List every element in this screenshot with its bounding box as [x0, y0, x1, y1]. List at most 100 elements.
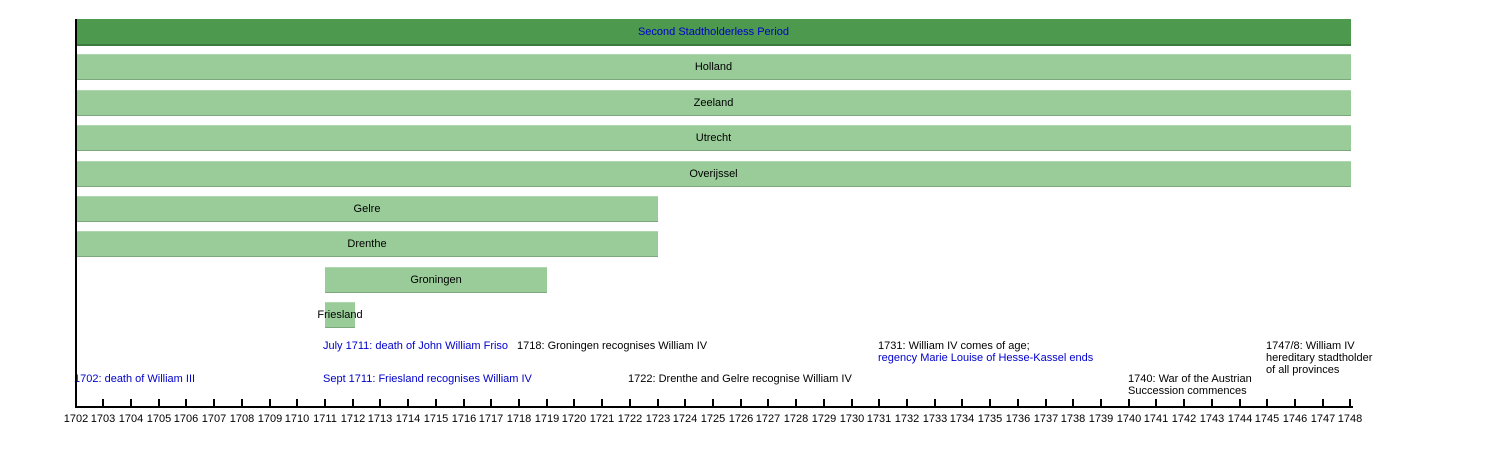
annotation-1722-drenthe-and-gelre-recognise-william-iv-line-1: 1722: Drenthe and Gelre recognise Willia…: [628, 373, 852, 385]
axis-tick-1704: [130, 399, 132, 406]
axis-year-label-1732: 1732: [894, 413, 920, 425]
axis-year-label-1709: 1709: [257, 413, 283, 425]
axis-tick-1723: [657, 399, 659, 406]
annotation-1718-groningen-recognises-william-iv: 1718: Groningen recognises William IV: [517, 340, 707, 352]
axis-tick-1733: [934, 399, 936, 406]
axis-tick-1712: [352, 399, 354, 406]
axis-tick-1728: [795, 399, 797, 406]
axis-tick-1719: [546, 399, 548, 406]
annotation-sept-1711-friesland-recognises-william-iv-line-1[interactable]: Sept 1711: Friesland recognises William …: [323, 373, 532, 385]
axis-tick-1734: [961, 399, 963, 406]
annotation-sept-1711-friesland-recognises-william-iv: Sept 1711: Friesland recognises William …: [323, 373, 532, 385]
timeline-bar-groningen: Groningen: [325, 267, 547, 293]
axis-year-label-1740: 1740: [1116, 413, 1142, 425]
axis-tick-1718: [518, 399, 520, 406]
axis-tick-1748: [1349, 399, 1351, 406]
axis-year-label-1719: 1719: [534, 413, 560, 425]
axis-tick-1708: [241, 399, 243, 406]
axis-year-label-1710: 1710: [284, 413, 310, 425]
axis-tick-1705: [158, 399, 160, 406]
axis-tick-1743: [1211, 399, 1213, 406]
timeline-bar-zeeland: Zeeland: [76, 90, 1351, 116]
bar-label-overijssel: Overijssel: [689, 167, 738, 180]
axis-tick-1731: [878, 399, 880, 406]
axis-year-label-1735: 1735: [977, 413, 1003, 425]
annotation-1731-william-iv-comes-of-age-line-2[interactable]: regency Marie Louise of Hesse-Kassel end…: [878, 352, 1094, 364]
annotation-1747-8-william-iv-hereditary-stadtholder-line-2: hereditary stadtholder: [1266, 352, 1373, 364]
axis-tick-1716: [463, 399, 465, 406]
axis-tick-1707: [213, 399, 215, 406]
annotation-1702-death-of-william-iii-line-1[interactable]: 1702: death of William III: [74, 373, 196, 385]
axis-tick-1721: [601, 399, 603, 406]
annotation-1740-war-of-the-austrian-succession-commences-line-2: Succession commences: [1128, 385, 1247, 397]
axis-year-label-1706: 1706: [173, 413, 199, 425]
timeline-bar-utrecht: Utrecht: [76, 125, 1351, 151]
axis-tick-1742: [1183, 399, 1185, 406]
axis-year-label-1745: 1745: [1254, 413, 1280, 425]
axis-year-label-1737: 1737: [1033, 413, 1059, 425]
axis-year-label-1729: 1729: [811, 413, 837, 425]
axis-year-label-1726: 1726: [728, 413, 754, 425]
axis-year-label-1715: 1715: [423, 413, 449, 425]
axis-year-label-1725: 1725: [700, 413, 726, 425]
axis-tick-1713: [379, 399, 381, 406]
axis-tick-1739: [1100, 399, 1102, 406]
axis-tick-1738: [1072, 399, 1074, 406]
axis-tick-1724: [684, 399, 686, 406]
axis-year-label-1718: 1718: [506, 413, 532, 425]
annotation-july-1711-death-of-john-william-friso-line-1[interactable]: July 1711: death of John William Friso: [323, 340, 509, 352]
axis-year-label-1728: 1728: [783, 413, 809, 425]
axis-year-label-1713: 1713: [367, 413, 393, 425]
axis-year-label-1704: 1704: [118, 413, 144, 425]
axis-year-label-1742: 1742: [1171, 413, 1197, 425]
bar-label-utrecht: Utrecht: [695, 131, 732, 144]
axis-year-label-1733: 1733: [922, 413, 948, 425]
axis-tick-1729: [823, 399, 825, 406]
axis-year-label-1723: 1723: [645, 413, 671, 425]
axis-tick-1735: [989, 399, 991, 406]
axis-tick-1741: [1155, 399, 1157, 406]
chart-left-border: [75, 19, 77, 406]
axis-tick-1725: [712, 399, 714, 406]
axis-tick-1727: [767, 399, 769, 406]
axis-year-label-1738: 1738: [1060, 413, 1086, 425]
bar-label-holland: Holland: [694, 60, 733, 73]
axis-tick-1711: [324, 399, 326, 406]
axis-tick-1710: [296, 399, 298, 406]
axis-year-label-1703: 1703: [90, 413, 116, 425]
axis-year-label-1736: 1736: [1005, 413, 1031, 425]
timeline-bar-gelre: Gelre: [76, 196, 658, 222]
axis-year-label-1743: 1743: [1199, 413, 1225, 425]
axis-year-label-1739: 1739: [1088, 413, 1114, 425]
bar-label-friesland: Friesland: [317, 308, 363, 321]
axis-tick-1726: [740, 399, 742, 406]
axis-year-label-1746: 1746: [1282, 413, 1308, 425]
axis-year-label-1721: 1721: [589, 413, 615, 425]
timeline-bar-second-stadtholderless-period: Second Stadtholderless Period: [76, 19, 1351, 46]
axis-year-label-1716: 1716: [451, 413, 477, 425]
axis-year-label-1741: 1741: [1143, 413, 1169, 425]
annotation-1731-william-iv-comes-of-age: 1731: William IV comes of age; regency Ma…: [878, 340, 1093, 364]
axis-year-label-1711: 1711: [313, 413, 337, 425]
axis-year-label-1702: 1702: [63, 413, 89, 425]
axis-year-label-1724: 1724: [672, 413, 698, 425]
annotation-july-1711-death-of-john-william-friso: July 1711: death of John William Friso: [323, 340, 508, 352]
axis-tick-1737: [1045, 399, 1047, 406]
annotation-1718-groningen-recognises-william-iv-line-1: 1718: Groningen recognises William IV: [517, 340, 708, 352]
axis-tick-1715: [435, 399, 437, 406]
axis-year-label-1707: 1707: [201, 413, 227, 425]
axis-tick-1747: [1322, 399, 1324, 406]
title-link-second-stadtholderless-period[interactable]: Second Stadtholderless Period: [637, 26, 790, 38]
axis-year-label-1720: 1720: [561, 413, 587, 425]
axis-tick-1709: [269, 399, 271, 406]
axis-tick-1730: [851, 399, 853, 406]
annotation-1722-drenthe-and-gelre-recognise-william-iv: 1722: Drenthe and Gelre recognise Willia…: [628, 373, 852, 385]
axis-tick-1732: [906, 399, 908, 406]
axis-tick-1736: [1017, 399, 1019, 406]
timeline-bar-drenthe: Drenthe: [76, 231, 658, 257]
axis-year-label-1727: 1727: [755, 413, 781, 425]
axis-tick-1714: [407, 399, 409, 406]
